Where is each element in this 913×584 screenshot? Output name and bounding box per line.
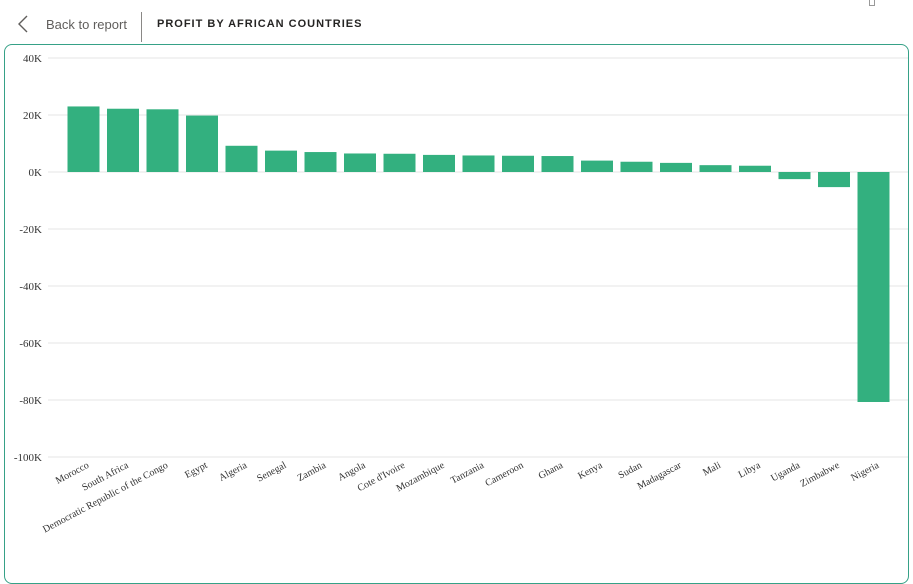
y-tick-label: -100K — [14, 452, 42, 464]
x-category-label: Nigeria — [849, 460, 881, 484]
bar-zambia[interactable] — [304, 152, 337, 172]
x-category-label: Kenya — [576, 460, 605, 482]
x-category-label: Cameroon — [483, 460, 525, 489]
bar-south-africa[interactable] — [107, 108, 139, 172]
page-title: PROFIT BY AFRICAN COUNTRIES — [157, 18, 363, 30]
back-to-report-label: Back to report — [46, 16, 127, 32]
x-category-label: Senegal — [255, 460, 288, 485]
y-tick-label: 40K — [23, 53, 42, 65]
y-tick-label: 0K — [29, 167, 43, 179]
bar-ghana[interactable] — [541, 156, 574, 172]
bar-egypt[interactable] — [186, 115, 218, 172]
bar-mali[interactable] — [699, 165, 732, 172]
x-category-label: Ghana — [537, 460, 566, 482]
x-category-label: Madagascar — [636, 460, 684, 493]
top-bar: Back to report PROFIT BY AFRICAN COUNTRI… — [0, 0, 913, 46]
bar-sudan[interactable] — [620, 161, 653, 172]
x-category-label: Uganda — [769, 460, 802, 485]
bar-uganda[interactable] — [778, 172, 811, 180]
bar-morocco[interactable] — [67, 106, 100, 172]
bar-cameroon[interactable] — [502, 155, 534, 172]
bar-angola[interactable] — [344, 153, 376, 172]
x-category-label: Mali — [701, 460, 723, 479]
bar-mozambique[interactable] — [423, 154, 455, 172]
x-category-label: Libya — [737, 460, 763, 481]
header-divider — [141, 12, 142, 42]
chevron-left-icon — [18, 15, 28, 33]
window-corner-mark — [869, 0, 875, 6]
x-category-label: Sudan — [617, 460, 644, 481]
bar-algeria[interactable] — [225, 145, 258, 172]
x-category-label: Tanzania — [449, 460, 486, 487]
x-category-label: Zambia — [296, 460, 329, 484]
y-tick-label: -20K — [19, 224, 42, 236]
x-category-label: Algeria — [217, 460, 249, 484]
x-category-label: Egypt — [183, 460, 209, 481]
y-axis-ticks: 40K 20K 0K -20K -40K -60K -80K -100K — [14, 53, 42, 464]
bar-tanzania[interactable] — [462, 155, 495, 172]
bars — [67, 106, 890, 402]
bar-democratic-republic-of-the-congo[interactable] — [146, 109, 179, 172]
bar-zimbabwe[interactable] — [818, 172, 850, 188]
y-tick-label: 20K — [23, 110, 42, 122]
bar-nigeria[interactable] — [857, 172, 890, 402]
bar-kenya[interactable] — [581, 160, 613, 172]
bar-cote-d-ivoire[interactable] — [383, 153, 416, 172]
bar-libya[interactable] — [739, 165, 771, 172]
x-category-label: Zimbabwe — [798, 460, 841, 490]
bar-senegal[interactable] — [265, 150, 297, 172]
y-tick-label: -60K — [19, 338, 42, 350]
y-tick-label: -40K — [19, 281, 42, 293]
y-tick-label: -80K — [19, 395, 42, 407]
bar-madagascar[interactable] — [660, 162, 692, 172]
back-to-report-button[interactable]: Back to report — [14, 11, 127, 37]
